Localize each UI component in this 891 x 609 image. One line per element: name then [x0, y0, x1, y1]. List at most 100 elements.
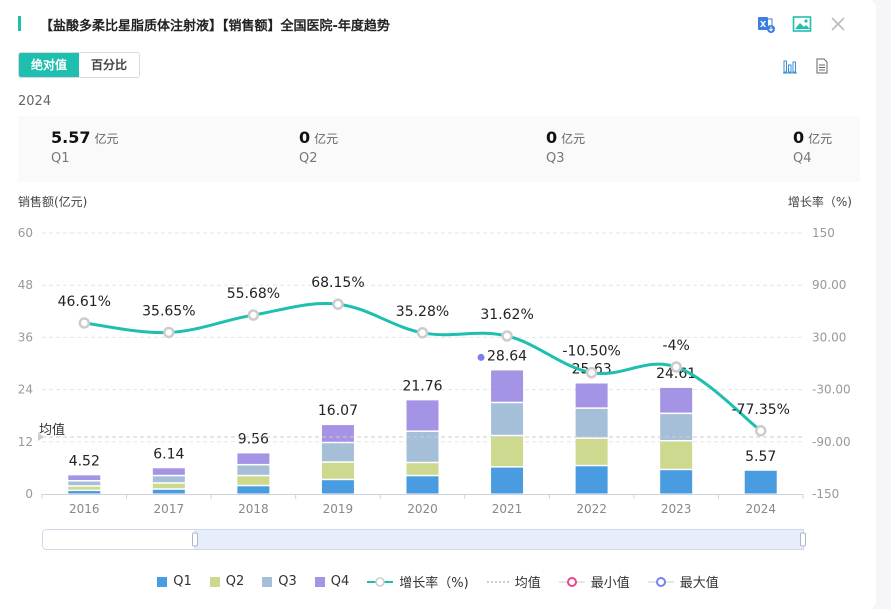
x-tick-label: 2021: [492, 502, 523, 516]
bar-segment-q3: [237, 465, 270, 475]
bar-total-label: 9.56: [238, 431, 269, 447]
x-tick-label: 2016: [69, 502, 100, 516]
growth-rate-label: 46.61%: [58, 294, 111, 310]
slider-left-handle[interactable]: [192, 532, 198, 547]
bar-segment-q2: [406, 463, 439, 475]
legend-swatch: [262, 576, 273, 587]
growth-rate-point: [78, 317, 91, 329]
growth-rate-point: [585, 366, 598, 379]
legend-q2[interactable]: Q2: [209, 574, 245, 589]
bar-total-label: 28.64: [487, 348, 527, 364]
growth-rate-point: [247, 309, 260, 321]
growth-rate-label: 35.28%: [396, 304, 449, 320]
min-marker-icon: [558, 576, 585, 587]
average-marker-icon: [38, 433, 44, 442]
slider-right-handle[interactable]: [800, 532, 806, 547]
y2-tick-label: 30.00: [812, 330, 846, 344]
legend-q1[interactable]: Q1: [157, 574, 192, 589]
bar-total-label: 4.52: [69, 453, 100, 469]
bar-segment-q4: [575, 383, 608, 408]
legend-growth-rate[interactable]: 增长率（%): [367, 572, 469, 591]
bar-segment-q4: [68, 475, 101, 481]
bar-total-label: 21.76: [402, 378, 442, 394]
bar-total-label: 16.07: [318, 403, 358, 419]
legend-label: 增长率（%): [399, 576, 469, 591]
bar-segment-q3: [321, 443, 354, 462]
document-icon[interactable]: [812, 56, 832, 76]
legend-label: 均值: [514, 576, 541, 591]
bar-segment-q2: [575, 438, 608, 465]
bar-segment-q4: [237, 453, 270, 464]
y2-tick-label: -30.00: [812, 383, 851, 397]
y2-tick-label: 150: [812, 226, 835, 240]
chart-canvas: 0 12 24 36 48 60 -150 -90.00 -30.00 30.00 90.00 150…: [18, 226, 851, 516]
summary-label: Q1: [51, 151, 70, 166]
bar-chart-icon[interactable]: [780, 56, 800, 76]
summary-value: 0: [793, 128, 805, 147]
legend-label: Q2: [225, 574, 245, 589]
legend-q4[interactable]: Q4: [314, 574, 349, 589]
value-mode-toggle: 绝对值 百分比: [18, 52, 141, 78]
x-tick-label: 2023: [661, 502, 692, 516]
y-tick-label: 0: [25, 487, 33, 501]
toggle-absolute[interactable]: 绝对值: [19, 53, 80, 77]
bar-total-label: 5.57: [745, 449, 776, 465]
y-tick-label: 60: [18, 226, 33, 240]
legend-label: Q1: [173, 574, 192, 589]
summary-label: Q2: [299, 151, 318, 166]
x-tick-label: 2018: [238, 502, 269, 516]
y2-tick-label: 90.00: [812, 278, 846, 292]
bar-segment-q1: [491, 467, 524, 494]
bar-segment-q3: [406, 431, 439, 462]
bar-segment-q2: [321, 462, 354, 479]
legend-max[interactable]: 最大值: [647, 572, 719, 591]
legend-min[interactable]: 最小值: [558, 572, 630, 591]
bar-segment-q2: [491, 436, 524, 467]
average-label: 均值: [39, 422, 65, 438]
y-tick-label: 24: [18, 383, 33, 397]
bar-segment-q4: [491, 370, 524, 402]
growth-rate-label: -77.35%: [732, 402, 790, 418]
bar-segment-q3: [660, 414, 693, 440]
legend-label: Q3: [278, 574, 297, 589]
growth-rate-label: 68.15%: [311, 275, 364, 291]
summary-value: 0: [299, 128, 311, 147]
chart-title: 【盐酸多柔比星脂质体注射液】【销售额】全国医院-年度趋势: [40, 19, 390, 34]
growth-rate-label: 55.68%: [227, 286, 280, 302]
legend-average[interactable]: 均值: [486, 572, 541, 591]
excel-download-icon[interactable]: X: [756, 14, 776, 34]
header-actions: X: [756, 14, 848, 34]
chart-legend: Q1 Q2 Q3 Q4 增长率（%) 均值 最小值 最大值: [0, 572, 876, 591]
bar-segment-q3: [575, 408, 608, 438]
growth-rate-point: [670, 361, 682, 373]
slider-selected-range[interactable]: [194, 529, 804, 550]
legend-q3[interactable]: Q3: [262, 574, 297, 589]
legend-label: 最大值: [679, 576, 719, 591]
bar-segment-q1: [237, 486, 270, 494]
growth-rate-point: [332, 298, 344, 310]
svg-text:X: X: [760, 20, 767, 29]
close-icon[interactable]: [828, 14, 848, 34]
growth-rate-label: -4%: [663, 338, 690, 354]
summary-q2: 0 亿元 Q2: [299, 128, 338, 166]
bar-segment-q2: [237, 476, 270, 485]
legend-swatch: [314, 576, 325, 587]
summary-q4: 0 亿元 Q4: [793, 128, 832, 166]
summary-year: 2024: [18, 94, 52, 109]
y2-tick-label: -90.00: [812, 435, 851, 449]
toggle-percentage[interactable]: 百分比: [79, 53, 140, 77]
x-tick-label: 2022: [576, 502, 607, 516]
summary-unit: 亿元: [808, 132, 833, 146]
image-icon[interactable]: [792, 14, 812, 34]
x-tick-label: 2019: [323, 502, 354, 516]
data-zoom-slider[interactable]: [0, 525, 876, 555]
summary-label: Q3: [546, 151, 565, 166]
y-tick-label: 48: [18, 278, 33, 292]
bar-segment-q3: [68, 481, 101, 486]
summary-value: 0: [546, 128, 558, 147]
bar-segment-q3: [152, 476, 185, 483]
title-accent-bar: [18, 16, 21, 31]
summary-value: 5.57: [51, 128, 91, 147]
summary-q3: 0 亿元 Q3: [546, 128, 585, 166]
